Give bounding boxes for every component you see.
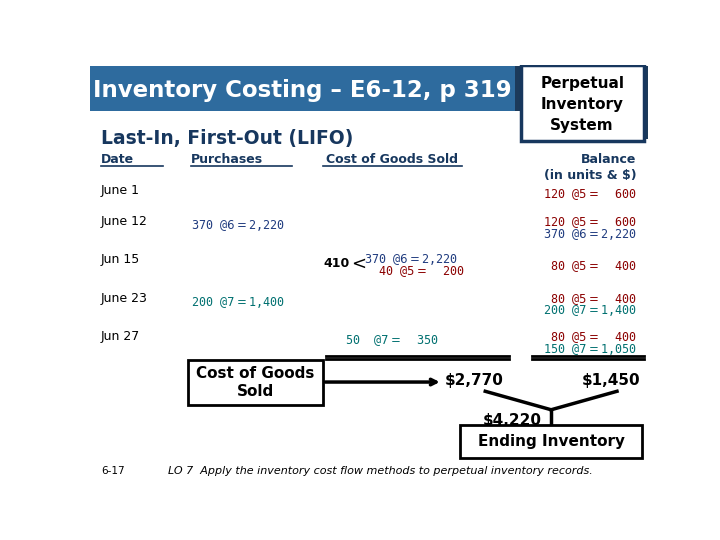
Text: Purchases: Purchases	[191, 153, 263, 166]
Text: 80 @$5 = $  400: 80 @$5 = $ 400	[549, 292, 636, 307]
Text: 80 @$5 = $  400: 80 @$5 = $ 400	[549, 259, 636, 274]
FancyBboxPatch shape	[461, 425, 642, 457]
Text: 370 @$6 = $2,220: 370 @$6 = $2,220	[364, 252, 458, 267]
Text: $2,770: $2,770	[445, 373, 504, 388]
FancyBboxPatch shape	[515, 66, 532, 111]
FancyBboxPatch shape	[632, 66, 648, 139]
Text: Jun 27: Jun 27	[101, 330, 140, 343]
Text: Perpetual
Inventory
System: Perpetual Inventory System	[540, 76, 624, 133]
Text: Last-In, First-Out (LIFO): Last-In, First-Out (LIFO)	[101, 130, 354, 148]
Text: June 1: June 1	[101, 184, 140, 197]
Text: June 12: June 12	[101, 215, 148, 228]
Text: 50  @$7 = $  350: 50 @$7 = $ 350	[346, 334, 439, 348]
Text: LO 7  Apply the inventory cost flow methods to perpetual inventory records.: LO 7 Apply the inventory cost flow metho…	[168, 465, 593, 476]
Text: 200 @$7 = $1,400: 200 @$7 = $1,400	[543, 303, 636, 319]
Text: 370 @$6 = $2,220: 370 @$6 = $2,220	[543, 226, 636, 241]
Text: Inventory Costing – E6-12, p 319: Inventory Costing – E6-12, p 319	[93, 79, 512, 102]
Text: $1,450: $1,450	[582, 373, 640, 388]
Text: Cost of Goods
Sold: Cost of Goods Sold	[196, 366, 314, 399]
Text: Cost of Goods Sold: Cost of Goods Sold	[326, 153, 458, 166]
Text: 6-17: 6-17	[101, 465, 125, 476]
FancyBboxPatch shape	[188, 360, 323, 405]
Text: 150 @$7 = $1,050: 150 @$7 = $1,050	[543, 342, 636, 357]
FancyBboxPatch shape	[90, 66, 515, 111]
Text: Balance
(in units & $): Balance (in units & $)	[544, 153, 636, 183]
Text: 120 @$5 = $  600: 120 @$5 = $ 600	[543, 215, 636, 230]
Text: 370 @$6 = $2,220: 370 @$6 = $2,220	[191, 218, 284, 233]
Text: Date: Date	[101, 153, 134, 166]
Text: $4,220: $4,220	[483, 413, 542, 428]
Text: <: <	[351, 255, 366, 273]
Text: Jun 15: Jun 15	[101, 253, 140, 266]
Text: 80 @$5 = $  400: 80 @$5 = $ 400	[549, 330, 636, 346]
Text: 410: 410	[323, 256, 350, 269]
Text: 200 @$7 = $1,400: 200 @$7 = $1,400	[191, 295, 284, 310]
Text: Ending Inventory: Ending Inventory	[477, 434, 625, 449]
FancyBboxPatch shape	[521, 65, 644, 141]
Text: June 23: June 23	[101, 292, 148, 305]
Text: 40 @$5 = $  200: 40 @$5 = $ 200	[364, 264, 465, 279]
Text: 120 @$5 = $  600: 120 @$5 = $ 600	[543, 187, 636, 202]
